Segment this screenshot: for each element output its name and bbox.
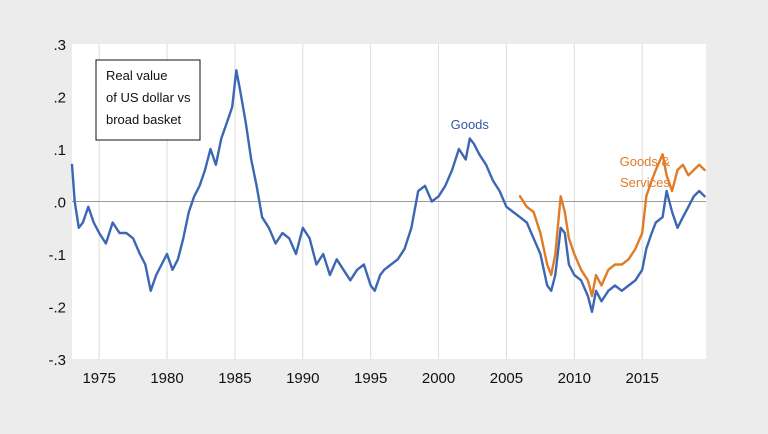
y-tick-label: -.2 xyxy=(48,300,66,317)
x-tick-label: 2005 xyxy=(490,370,523,387)
x-tick-label: 2015 xyxy=(626,370,659,387)
x-tick-label: 2000 xyxy=(422,370,455,387)
y-tick-label: -.3 xyxy=(48,352,66,369)
x-tick-label: 2010 xyxy=(558,370,591,387)
legend-box-border xyxy=(95,59,201,141)
series-label-line: Goods xyxy=(451,117,490,132)
series-line-goods xyxy=(70,69,706,313)
series-label-goods: Goods xyxy=(451,117,490,132)
gridlines xyxy=(72,44,706,359)
series-label-line: Goods & xyxy=(620,154,671,169)
x-tick-label: 1980 xyxy=(150,370,183,387)
series-label-goods-and-services: Goods & Services xyxy=(620,154,671,190)
y-tick-label: .0 xyxy=(53,195,66,212)
legend-box-line: broad basket xyxy=(106,112,182,127)
x-tick-label: 1975 xyxy=(82,370,115,387)
legend-box: Real value of US dollar vs broad basket xyxy=(95,59,201,141)
axes: 1975 1980 1985 1990 1995 2000 2005 2010 2015 -.3 -… xyxy=(48,37,658,387)
legend-box-line: Real value xyxy=(106,68,167,83)
y-tick-label: .2 xyxy=(53,90,66,107)
x-tick-label: 1990 xyxy=(286,370,319,387)
y-tick-label: .3 xyxy=(53,37,66,54)
series-line-goods-and-services xyxy=(518,153,706,298)
legend-box-line: of US dollar vs xyxy=(106,90,191,105)
y-tick-label: -.1 xyxy=(48,247,66,264)
legend-box-text: Real value of US dollar vs broad basket xyxy=(106,68,191,127)
x-tick-label: 1995 xyxy=(354,370,387,387)
x-tick-label: 1985 xyxy=(218,370,251,387)
series-labels: Goods Goods & Services xyxy=(451,117,671,190)
series-lines xyxy=(70,69,706,313)
series-label-line: Services xyxy=(620,175,670,190)
y-tick-label: .1 xyxy=(53,142,66,159)
